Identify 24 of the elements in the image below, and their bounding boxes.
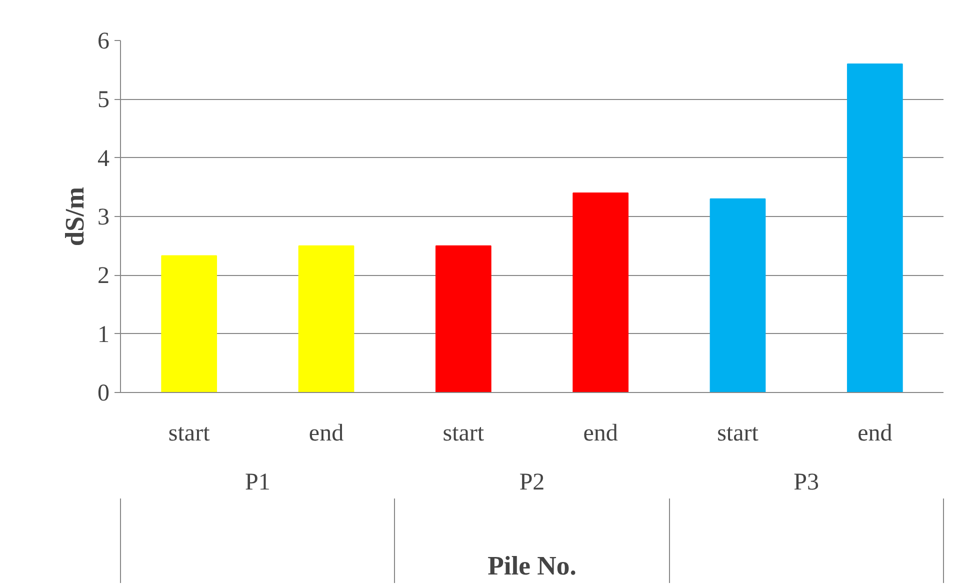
y-tick-label: 2 [98,263,110,290]
bar [435,245,492,392]
bar [572,192,629,392]
y-tick-label: 4 [98,146,110,172]
y-tick-label: 3 [98,204,110,230]
x-tick-label: end [583,420,618,446]
bar [710,198,766,392]
text: P2 [519,470,545,496]
x-tick-label: end [858,420,892,446]
y-tick-label: 1 [98,322,110,348]
bar [846,63,903,392]
y-tick-label: 0 [98,380,110,406]
x-axis-title: Pile No. [488,550,576,580]
text: P3 [794,470,820,496]
y-axis-title: dS/m [60,186,90,246]
x-tick-label: end [308,420,344,446]
x-tick-label: start [717,420,759,446]
bar [161,255,218,392]
y-tick-label: 5 [98,87,110,114]
bar [298,245,354,392]
text: P1 [244,470,270,496]
x-tick-label: start [168,420,210,446]
y-tick-label: 6 [98,28,110,54]
x-tick-label: start [442,420,484,446]
